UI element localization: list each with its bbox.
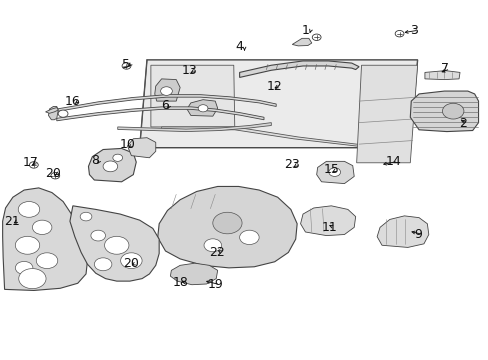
Circle shape: [103, 161, 118, 172]
Polygon shape: [170, 263, 217, 285]
Circle shape: [442, 103, 463, 119]
Text: 23: 23: [284, 158, 300, 171]
Circle shape: [121, 253, 142, 269]
Polygon shape: [140, 60, 417, 148]
Circle shape: [80, 212, 92, 221]
Text: 18: 18: [172, 276, 188, 289]
Text: 7: 7: [441, 62, 448, 75]
Text: 19: 19: [207, 278, 223, 291]
Text: 15: 15: [324, 163, 339, 176]
Polygon shape: [48, 107, 58, 120]
Text: 17: 17: [23, 156, 39, 169]
Circle shape: [36, 253, 58, 269]
Polygon shape: [151, 65, 234, 127]
Circle shape: [32, 220, 52, 234]
Circle shape: [113, 154, 122, 161]
Text: 3: 3: [409, 24, 417, 37]
Circle shape: [15, 261, 33, 274]
Circle shape: [160, 87, 172, 95]
Text: 4: 4: [235, 40, 243, 53]
Circle shape: [239, 230, 259, 244]
Text: 1: 1: [302, 24, 309, 37]
Circle shape: [198, 105, 207, 112]
Polygon shape: [118, 123, 271, 132]
Polygon shape: [409, 91, 478, 132]
Polygon shape: [300, 206, 355, 235]
Text: 13: 13: [182, 64, 198, 77]
Text: 14: 14: [385, 155, 401, 168]
Circle shape: [394, 31, 403, 37]
Polygon shape: [316, 161, 353, 184]
Polygon shape: [376, 216, 428, 247]
Text: 11: 11: [321, 221, 337, 234]
Circle shape: [328, 168, 340, 176]
Text: 8: 8: [91, 154, 99, 167]
Circle shape: [19, 269, 46, 289]
Polygon shape: [57, 107, 264, 121]
Text: 9: 9: [413, 228, 421, 241]
Circle shape: [312, 34, 321, 41]
Polygon shape: [155, 79, 180, 101]
Polygon shape: [45, 108, 58, 113]
Text: 6: 6: [160, 99, 168, 112]
Circle shape: [58, 110, 68, 117]
Text: 20: 20: [123, 257, 139, 270]
Polygon shape: [424, 71, 459, 80]
Polygon shape: [186, 100, 217, 116]
Polygon shape: [57, 95, 276, 112]
Text: 12: 12: [266, 80, 282, 93]
Polygon shape: [239, 61, 358, 77]
Circle shape: [51, 172, 60, 179]
Circle shape: [212, 212, 242, 234]
Text: 2: 2: [458, 117, 466, 130]
Circle shape: [104, 236, 129, 254]
Polygon shape: [158, 186, 297, 268]
Circle shape: [122, 63, 131, 69]
Circle shape: [94, 258, 112, 271]
Polygon shape: [356, 65, 417, 163]
Circle shape: [91, 230, 105, 241]
Text: 16: 16: [65, 95, 81, 108]
Polygon shape: [292, 39, 311, 46]
Text: 22: 22: [209, 246, 224, 259]
Polygon shape: [88, 148, 136, 182]
Text: 21: 21: [4, 215, 20, 228]
Circle shape: [29, 162, 38, 168]
Circle shape: [18, 202, 40, 217]
Circle shape: [203, 239, 221, 252]
Circle shape: [15, 236, 40, 254]
Text: 20: 20: [45, 167, 61, 180]
Polygon shape: [127, 138, 156, 158]
Polygon shape: [70, 206, 159, 281]
Polygon shape: [161, 127, 370, 148]
Text: 10: 10: [120, 138, 136, 151]
Text: 5: 5: [122, 58, 129, 71]
Polygon shape: [2, 188, 87, 291]
